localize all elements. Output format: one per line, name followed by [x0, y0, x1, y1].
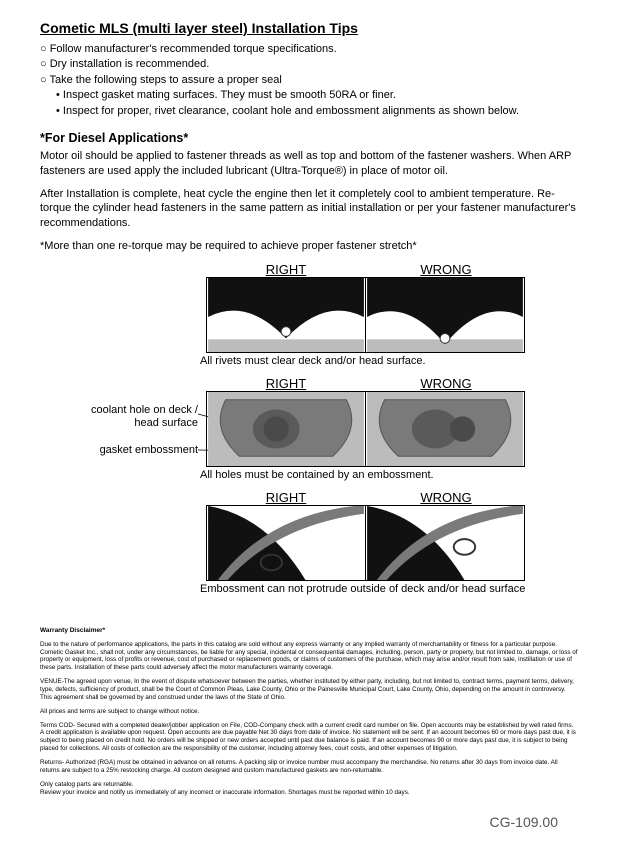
para-3: *More than one re-torque may be required… [40, 239, 578, 254]
diesel-heading: *For Diesel Applications* [40, 131, 578, 145]
main-title: Cometic MLS (multi layer steel) Installa… [40, 20, 578, 36]
panel-2-right [206, 391, 366, 467]
label-right-2: RIGHT [206, 376, 366, 391]
label-wrong-2: WRONG [366, 376, 526, 391]
disclaimer-p2: VENUE-The agreed upon venue, In the even… [40, 678, 578, 702]
para-1: Motor oil should be applied to fastener … [40, 149, 578, 179]
label-wrong-1: WRONG [366, 262, 526, 277]
disclaimer-p1: Due to the nature of performance applica… [40, 641, 578, 672]
para-2: After Installation is complete, heat cyc… [40, 187, 578, 232]
bullet-1: ○ Follow manufacturer's recommended torq… [40, 42, 578, 57]
row1-annot [40, 262, 206, 282]
disclaimer-block: Warranty Disclaimer* Due to the nature o… [40, 627, 578, 797]
panel-3-wrong [365, 505, 525, 581]
disclaimer-p5: Returns- Authorized (RGA) must be obtain… [40, 759, 578, 775]
row2-annot: coolant hole on deck / head surface gask… [40, 376, 206, 396]
bullet-3: ○ Take the following steps to assure a p… [40, 73, 578, 88]
disclaimer-heading: Warranty Disclaimer* [40, 627, 578, 635]
panel-3-right [206, 505, 366, 581]
diagram-row-3: RIGHT WRONG [40, 490, 578, 581]
row3-annot [40, 490, 206, 510]
bullet-3a: • Inspect gasket mating surfaces. They m… [56, 88, 578, 103]
disclaimer-p6: Only catalog parts are returnable. Revie… [40, 781, 578, 797]
label-right-3: RIGHT [206, 490, 366, 505]
caption-1: All rivets must clear deck and/or head s… [200, 355, 578, 368]
label-right-1: RIGHT [206, 262, 366, 277]
panel-1-right [206, 277, 366, 353]
page-code: CG-109.00 [40, 814, 578, 830]
diagram-section: RIGHT WRONG [40, 262, 578, 597]
diagram-row-1: RIGHT WRONG [40, 262, 578, 353]
annot-emboss: gasket embossment [58, 444, 198, 457]
document-page: Cometic MLS (multi layer steel) Installa… [0, 0, 618, 850]
bullet-3b: • Inspect for proper, rivet clearance, c… [56, 104, 578, 119]
panel-1-wrong [365, 277, 525, 353]
diagram-row-2: coolant hole on deck / head surface gask… [40, 376, 578, 467]
intro-bullets: ○ Follow manufacturer's recommended torq… [32, 42, 578, 119]
disclaimer-p3: All prices and terms are subject to chan… [40, 708, 578, 716]
panel-2-wrong [365, 391, 525, 467]
disclaimer-p4: Terms COD- Secured with a completed deal… [40, 722, 578, 753]
label-wrong-3: WRONG [366, 490, 526, 505]
annot-coolant: coolant hole on deck / head surface [78, 404, 198, 430]
caption-3: Embossment can not protrude outside of d… [200, 583, 578, 596]
bullet-2: ○ Dry installation is recommended. [40, 57, 578, 72]
